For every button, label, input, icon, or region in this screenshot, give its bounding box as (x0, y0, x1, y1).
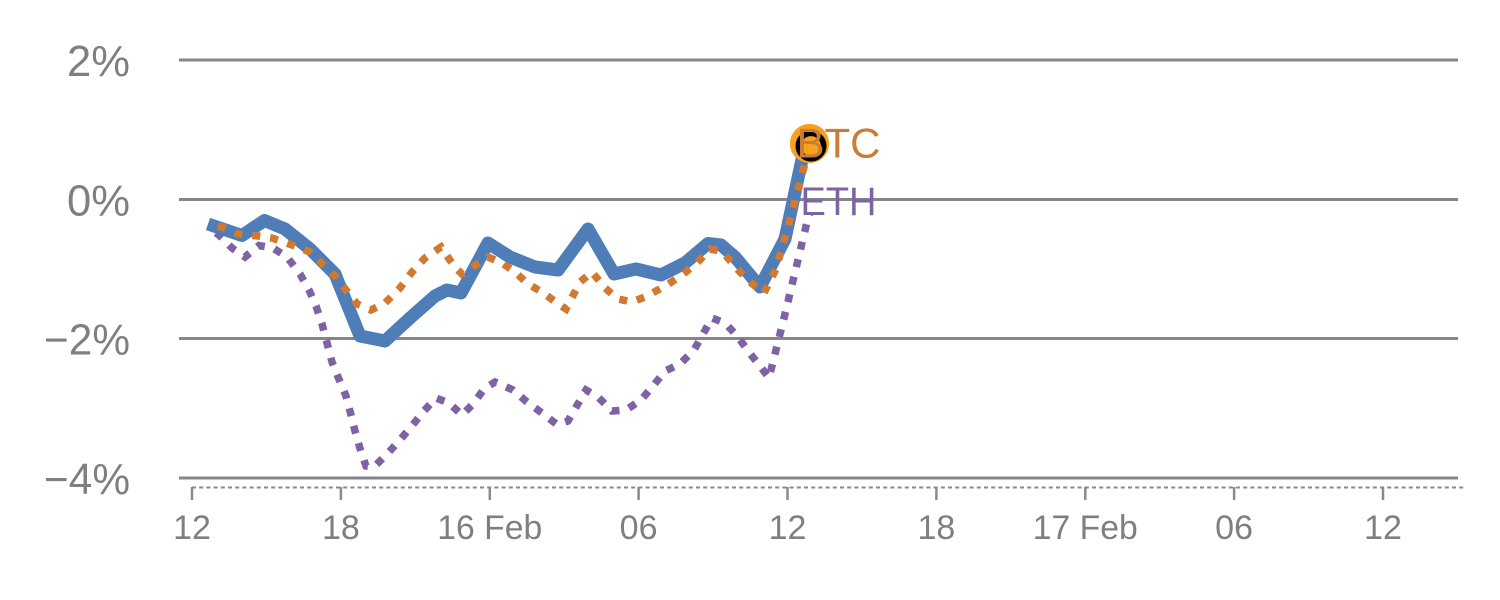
svg-text:0%: 0% (67, 177, 130, 225)
svg-text:18: 18 (917, 509, 955, 547)
svg-text:06: 06 (620, 509, 658, 547)
svg-text:12: 12 (1364, 509, 1402, 547)
svg-text:16 Feb: 16 Feb (437, 509, 542, 547)
svg-text:2%: 2% (67, 38, 130, 86)
svg-text:12: 12 (173, 509, 211, 547)
svg-text:18: 18 (322, 509, 360, 547)
svg-text:−2%: −2% (44, 316, 130, 364)
svg-text:17 Feb: 17 Feb (1033, 509, 1138, 547)
svg-text:12: 12 (769, 509, 807, 547)
svg-text:BTC: BTC (797, 120, 881, 167)
svg-text:06: 06 (1215, 509, 1253, 547)
svg-text:−4%: −4% (44, 456, 130, 504)
svg-text:ETH: ETH (801, 180, 877, 224)
